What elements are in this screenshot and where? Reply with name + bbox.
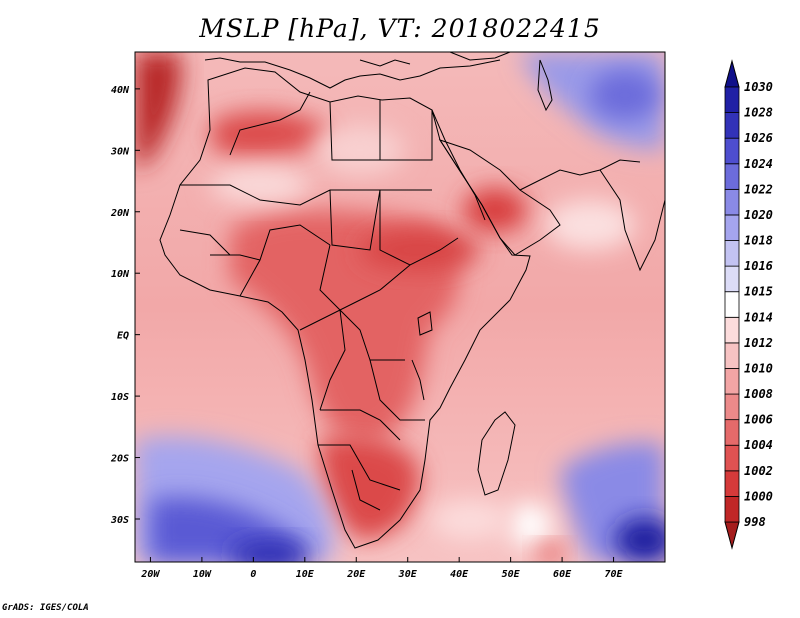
- colorbar-box: [724, 112, 740, 139]
- colorbar-label: 1014: [744, 310, 773, 324]
- colorbar-label: 1018: [744, 234, 773, 248]
- lon-tick-label: 60E: [553, 569, 572, 580]
- colorbar-label: 1000: [744, 489, 773, 503]
- colorbar-box: [724, 444, 740, 472]
- colorbar-label: 998: [744, 515, 766, 529]
- colorbar-label: 1010: [744, 361, 773, 375]
- lon-tick-label: 30E: [398, 569, 418, 580]
- colorbar-box: [724, 163, 740, 190]
- colorbar-label: 1012: [744, 336, 773, 350]
- colorbar-box: [724, 342, 740, 369]
- lon-tick-label: 20E: [346, 569, 366, 580]
- colorbar-box: [724, 368, 740, 395]
- longitude-axis: 20W 10W 0 10E 20E 30E 40E 50E 60E 70E: [140, 557, 624, 580]
- colorbar-box: [724, 137, 740, 165]
- colorbar-label: 1024: [744, 157, 773, 171]
- plot-frame: [134, 51, 666, 563]
- colorbar-label: 1026: [744, 131, 773, 145]
- lat-tick-label: 10N: [111, 269, 130, 280]
- colorbar: 998 1000 1002 1004 1006 1008 1010 1012 1014 1015 1…: [724, 59, 773, 550]
- lat-tick-label: EQ: [117, 331, 129, 342]
- lat-tick-label: 20N: [110, 208, 130, 219]
- colorbar-label: 1022: [744, 182, 773, 196]
- lon-tick-label: 70E: [605, 569, 624, 580]
- coastlines: [159, 52, 665, 549]
- colorbar-box: [724, 188, 740, 216]
- pressure-field: [135, 52, 665, 562]
- colorbar-box: [724, 393, 740, 421]
- lat-tick-label: 30N: [110, 146, 130, 157]
- colorbar-label: 1015: [744, 285, 773, 299]
- colorbar-label: 1004: [744, 438, 773, 452]
- colorbar-label: 1016: [744, 259, 773, 273]
- colorbar-label: 1002: [744, 464, 773, 478]
- colorbar-max-triangle: [724, 59, 740, 88]
- lat-tick-label: 10S: [111, 392, 129, 403]
- colorbar-box: [724, 496, 740, 523]
- lat-tick-label: 40N: [111, 85, 130, 96]
- colorbar-min-triangle: [724, 521, 740, 550]
- lon-tick-label: 10E: [296, 569, 315, 580]
- latitude-axis: 40N 30N 20N 10N EQ 10S 20S 30S: [110, 85, 140, 526]
- colorbar-box: [724, 470, 740, 497]
- colorbar-box: [724, 316, 740, 344]
- lon-tick-label: 0: [250, 569, 256, 580]
- colorbar-box: [724, 419, 740, 446]
- colorbar-box: [724, 240, 740, 267]
- lon-tick-label: 40E: [450, 569, 469, 580]
- colorbar-box: [724, 265, 740, 293]
- lon-tick-label: 50E: [502, 569, 521, 580]
- credit-text: GrADS: IGES/COLA: [2, 603, 89, 613]
- colorbar-label: 1020: [744, 208, 773, 222]
- lat-tick-label: 30S: [110, 515, 129, 526]
- lon-tick-label: 20W: [140, 569, 160, 580]
- colorbar-box: [724, 86, 740, 113]
- colorbar-box: [724, 214, 740, 241]
- colorbar-label: 1030: [744, 80, 773, 94]
- colorbar-label: 1008: [744, 387, 773, 401]
- lat-tick-label: 20S: [110, 454, 129, 465]
- colorbar-label: 1006: [744, 413, 773, 427]
- colorbar-label: 1028: [744, 106, 773, 120]
- lon-tick-label: 10W: [193, 569, 212, 580]
- map-title: MSLP [hPa], VT: 2018022415: [199, 14, 601, 43]
- colorbar-box: [724, 291, 740, 318]
